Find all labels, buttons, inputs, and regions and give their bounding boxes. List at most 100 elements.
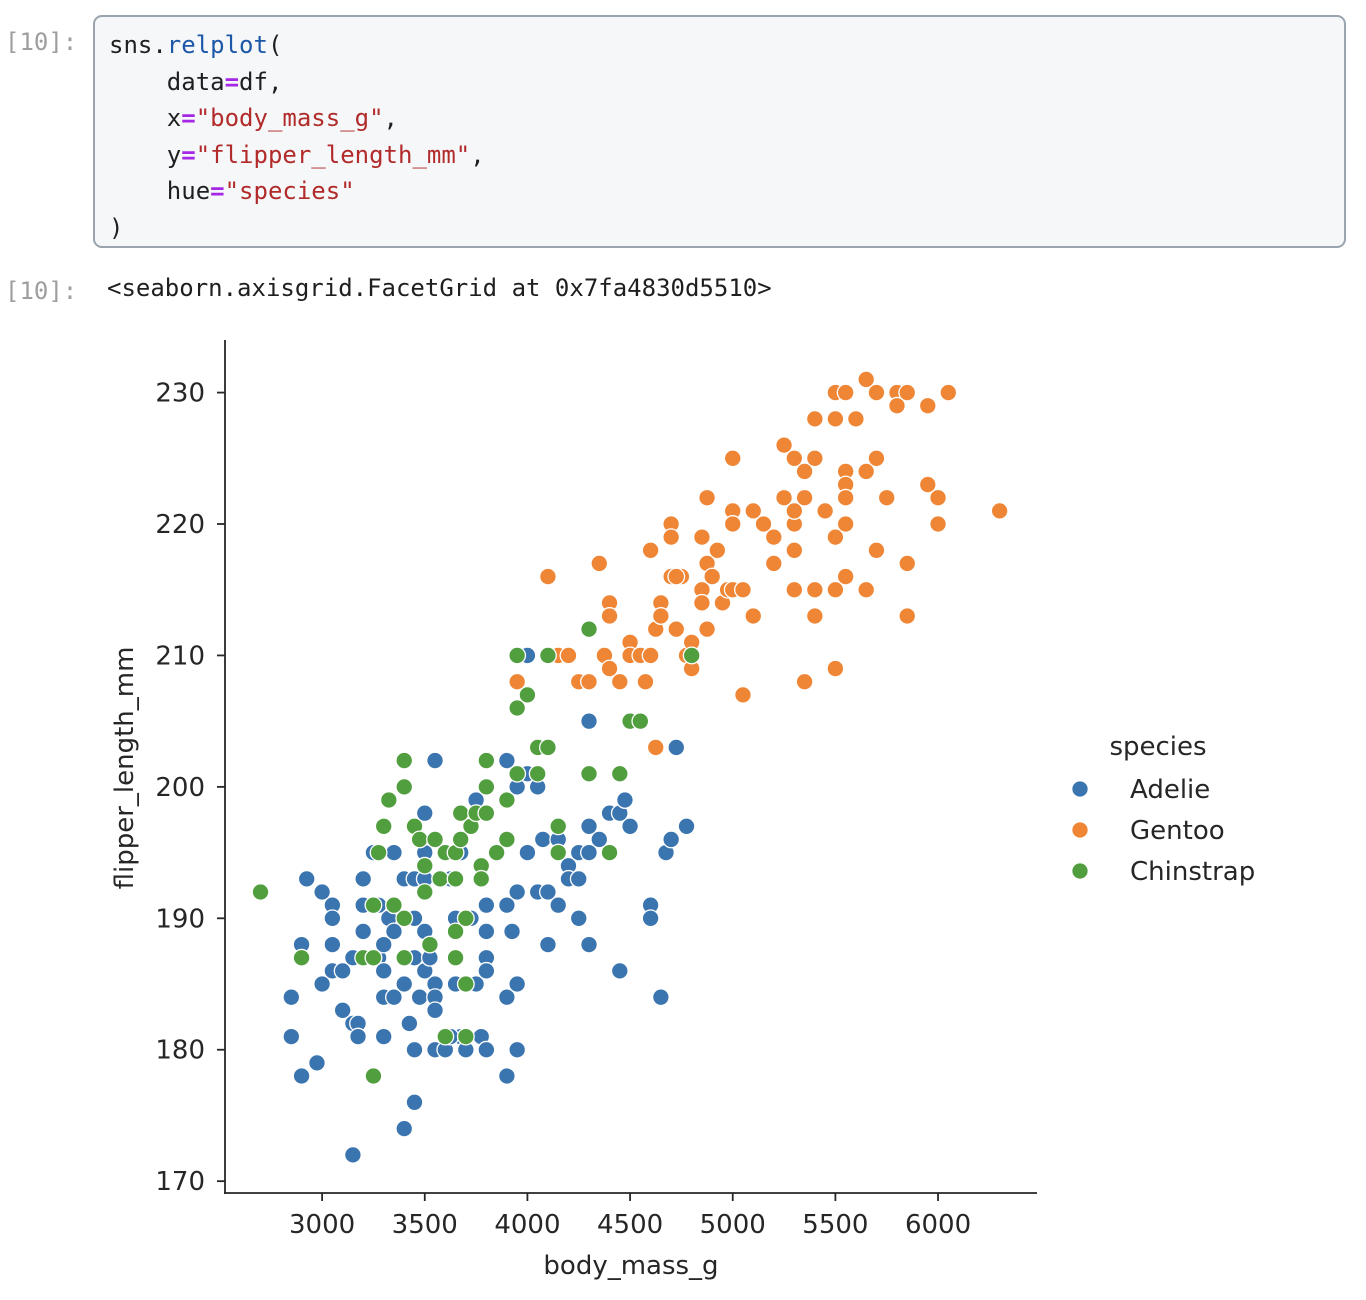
data-point-adelie — [374, 961, 393, 980]
data-point-gentoo — [805, 580, 824, 599]
data-point-adelie — [667, 738, 686, 757]
x-tick-label: 4500 — [597, 1210, 663, 1240]
data-point-gentoo — [667, 567, 686, 586]
data-point-adelie — [569, 869, 588, 888]
data-point-chinstrap — [385, 896, 403, 915]
data-point-adelie — [292, 1067, 311, 1085]
data-point-adelie — [508, 883, 527, 901]
data-point-gentoo — [636, 672, 655, 691]
data-point-chinstrap — [477, 804, 496, 823]
x-tick-label: 5500 — [802, 1210, 868, 1240]
y-tick-label: 220 — [155, 510, 205, 540]
data-point-gentoo — [775, 436, 794, 455]
data-point-gentoo — [836, 567, 855, 586]
data-point-adelie — [497, 988, 516, 1007]
data-point-chinstrap — [456, 909, 475, 928]
data-point-chinstrap — [456, 1027, 475, 1046]
code-cell-editor[interactable]: sns.relplot( data=df, x="body_mass_g", y… — [93, 15, 1346, 248]
data-point-gentoo — [559, 646, 578, 665]
data-point-chinstrap — [446, 869, 465, 888]
data-point-adelie — [282, 988, 301, 1007]
legend: Adelie Gentoo Chinstrap — [1071, 775, 1255, 887]
axis-ticks: 3000 3500 4000 4500 5000 5500 6000 170 180 190 200… — [155, 379, 971, 1240]
data-point-gentoo — [580, 672, 598, 691]
data-point-gentoo — [805, 409, 824, 428]
data-point-gentoo — [734, 580, 752, 599]
x-tick-label: 3500 — [392, 1210, 458, 1240]
data-point-adelie — [549, 896, 568, 915]
data-point-gentoo — [846, 409, 865, 428]
data-point-chinstrap — [549, 843, 568, 862]
output-prompt: [10]: — [5, 277, 78, 305]
data-point-adelie — [590, 830, 609, 849]
data-point-gentoo — [734, 685, 752, 704]
data-point-gentoo — [744, 607, 763, 625]
data-point-adelie — [580, 817, 598, 836]
data-point-gentoo — [826, 528, 845, 547]
code-token: "flipper_length_mm" — [195, 140, 471, 169]
data-point-chinstrap — [292, 948, 311, 967]
y-tick-label: 170 — [155, 1167, 205, 1197]
data-point-chinstrap — [580, 764, 598, 783]
data-point-adelie — [395, 1119, 414, 1138]
x-axis-label: body_mass_g — [543, 1251, 718, 1281]
data-point-chinstrap — [487, 843, 506, 862]
data-point-chinstrap — [431, 869, 450, 888]
data-point-chinstrap — [410, 830, 429, 849]
data-point-gentoo — [867, 541, 886, 560]
data-point-chinstrap — [374, 817, 393, 836]
data-point-adelie — [477, 922, 496, 941]
code-token: = — [181, 140, 196, 169]
data-point-adelie — [580, 935, 598, 954]
data-point-chinstrap — [451, 830, 470, 849]
data-point-gentoo — [785, 580, 804, 599]
data-point-chinstrap — [436, 1027, 455, 1046]
data-point-adelie — [426, 1001, 444, 1020]
y-tick-label: 180 — [155, 1036, 205, 1066]
data-point-gentoo — [990, 501, 1009, 520]
data-point-adelie — [415, 804, 434, 823]
code-token: , — [383, 104, 398, 133]
legend-marker-gentoo — [1071, 821, 1089, 839]
data-point-gentoo — [744, 501, 763, 520]
data-point-chinstrap — [395, 909, 414, 928]
data-point-adelie — [539, 883, 557, 901]
data-point-chinstrap — [528, 764, 547, 783]
data-point-adelie — [333, 961, 352, 980]
code-text[interactable]: sns.relplot( data=df, x="body_mass_g", y… — [109, 27, 485, 247]
data-point-gentoo — [826, 409, 845, 428]
data-point-gentoo — [590, 554, 609, 573]
data-point-chinstrap — [364, 948, 383, 967]
data-point-chinstrap — [446, 948, 465, 967]
data-point-adelie — [405, 1093, 424, 1112]
data-point-chinstrap — [539, 738, 557, 757]
data-point-adelie — [400, 1014, 419, 1033]
data-point-adelie — [497, 1067, 516, 1085]
data-point-gentoo — [898, 383, 917, 402]
data-point-chinstrap — [508, 764, 527, 783]
legend-label-chinstrap: Chinstrap — [1130, 857, 1255, 887]
data-point-adelie — [405, 1040, 424, 1059]
data-point-chinstrap — [610, 764, 629, 783]
data-point-gentoo — [785, 449, 804, 468]
data-point-gentoo — [867, 383, 886, 402]
data-point-adelie — [651, 988, 670, 1007]
legend-label-adelie: Adelie — [1130, 775, 1210, 805]
data-point-chinstrap — [364, 896, 383, 915]
data-point-adelie — [518, 843, 537, 862]
data-point-chinstrap — [472, 869, 491, 888]
data-point-adelie — [354, 869, 373, 888]
data-point-gentoo — [867, 449, 886, 468]
data-point-gentoo — [651, 607, 670, 625]
code-token: ) — [109, 213, 124, 242]
code-token: x — [166, 104, 182, 133]
data-point-gentoo — [754, 515, 773, 533]
legend-marker-chinstrap — [1071, 862, 1089, 880]
data-point-gentoo — [641, 646, 660, 665]
data-point-chinstrap — [508, 699, 527, 717]
code-token: relplot — [166, 31, 268, 59]
data-point-chinstrap — [369, 843, 388, 862]
data-point-gentoo — [939, 383, 958, 402]
data-point-gentoo — [857, 370, 876, 389]
data-point-gentoo — [698, 488, 717, 507]
